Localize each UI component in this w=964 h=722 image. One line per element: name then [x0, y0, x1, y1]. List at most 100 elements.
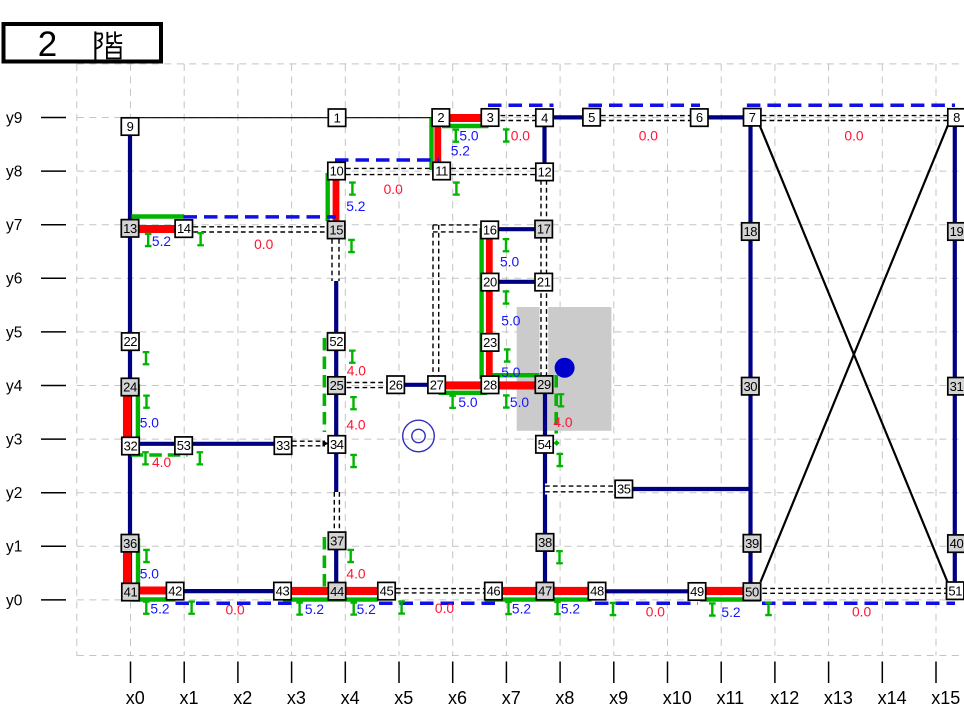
svg-text:11: 11	[435, 164, 448, 179]
svg-text:x11: x11	[717, 688, 745, 708]
svg-text:4.0: 4.0	[152, 455, 172, 470]
svg-text:41: 41	[124, 585, 138, 600]
svg-text:5: 5	[588, 110, 595, 125]
svg-text:50: 50	[745, 584, 759, 599]
svg-text:x2: x2	[233, 688, 252, 708]
svg-text:5.0: 5.0	[140, 415, 160, 430]
svg-text:0.0: 0.0	[384, 182, 404, 197]
svg-text:45: 45	[380, 584, 394, 599]
svg-text:5.0: 5.0	[458, 395, 478, 410]
svg-text:x8: x8	[555, 688, 574, 708]
svg-text:0.0: 0.0	[639, 128, 659, 143]
svg-text:y4: y4	[6, 378, 23, 395]
svg-text:8: 8	[953, 110, 960, 125]
svg-text:30: 30	[743, 379, 757, 394]
svg-text:16: 16	[483, 223, 497, 238]
svg-text:24: 24	[123, 380, 137, 395]
svg-text:2: 2	[437, 110, 444, 125]
svg-text:38: 38	[538, 535, 552, 550]
svg-text:18: 18	[743, 224, 757, 239]
svg-text:15: 15	[329, 223, 343, 238]
svg-text:y9: y9	[6, 110, 22, 127]
svg-text:13: 13	[123, 221, 137, 236]
svg-text:y5: y5	[6, 324, 22, 341]
svg-text:4.0: 4.0	[553, 415, 573, 430]
svg-text:5.2: 5.2	[152, 234, 171, 249]
svg-text:x5: x5	[394, 688, 413, 708]
svg-text:21: 21	[537, 275, 551, 290]
svg-text:y6: y6	[6, 271, 22, 288]
svg-text:y3: y3	[6, 432, 22, 449]
svg-text:x7: x7	[502, 688, 521, 708]
svg-text:x14: x14	[878, 688, 907, 708]
svg-text:3: 3	[487, 110, 494, 125]
svg-text:4.0: 4.0	[347, 364, 367, 379]
svg-text:33: 33	[276, 438, 290, 453]
svg-text:5.2: 5.2	[451, 144, 470, 159]
svg-text:4.0: 4.0	[346, 418, 366, 433]
svg-text:5.2: 5.2	[150, 601, 169, 616]
svg-text:0.0: 0.0	[852, 604, 872, 619]
svg-text:36: 36	[123, 536, 137, 551]
svg-text:0.0: 0.0	[844, 128, 864, 143]
svg-text:14: 14	[177, 221, 191, 236]
svg-text:0.0: 0.0	[254, 237, 274, 252]
svg-text:19: 19	[950, 224, 964, 239]
svg-text:x4: x4	[341, 688, 360, 708]
svg-text:x10: x10	[663, 688, 692, 708]
svg-text:25: 25	[330, 378, 344, 393]
svg-text:29: 29	[537, 377, 551, 392]
svg-text:5.0: 5.0	[140, 567, 160, 582]
svg-text:10: 10	[330, 164, 344, 179]
svg-text:1: 1	[334, 110, 341, 125]
svg-text:5.0: 5.0	[459, 128, 479, 143]
svg-text:53: 53	[177, 438, 191, 453]
svg-text:4: 4	[541, 110, 548, 125]
svg-text:5.0: 5.0	[500, 254, 520, 269]
svg-text:5.0: 5.0	[501, 313, 521, 328]
svg-text:40: 40	[950, 536, 964, 551]
svg-text:x15: x15	[931, 688, 960, 708]
svg-text:6: 6	[696, 110, 703, 125]
svg-text:27: 27	[430, 377, 444, 392]
svg-text:48: 48	[590, 584, 604, 599]
svg-text:y1: y1	[6, 539, 22, 556]
svg-text:23: 23	[483, 335, 497, 350]
svg-text:34: 34	[330, 437, 344, 452]
svg-text:49: 49	[690, 584, 704, 599]
svg-text:x9: x9	[609, 688, 628, 708]
svg-text:5.2: 5.2	[357, 602, 376, 617]
svg-text:37: 37	[330, 533, 344, 548]
svg-text:0.0: 0.0	[435, 601, 455, 616]
svg-text:5.2: 5.2	[721, 605, 740, 620]
svg-text:x0: x0	[126, 688, 145, 708]
svg-text:54: 54	[538, 437, 552, 452]
svg-text:5.2: 5.2	[512, 601, 531, 616]
svg-text:43: 43	[276, 584, 290, 599]
svg-text:52: 52	[329, 334, 343, 349]
svg-text:5.2: 5.2	[561, 601, 580, 616]
svg-text:12: 12	[538, 165, 552, 180]
svg-text:42: 42	[168, 584, 182, 599]
svg-text:0.0: 0.0	[511, 129, 531, 144]
svg-text:39: 39	[745, 536, 759, 551]
svg-text:y2: y2	[6, 485, 22, 502]
svg-text:x12: x12	[770, 688, 799, 708]
svg-text:35: 35	[617, 482, 631, 497]
svg-text:x3: x3	[287, 688, 306, 708]
svg-text:y7: y7	[6, 217, 22, 234]
svg-text:x6: x6	[448, 688, 467, 708]
svg-text:5.0: 5.0	[501, 365, 521, 380]
svg-text:x1: x1	[180, 688, 199, 708]
svg-text:4.0: 4.0	[346, 567, 366, 582]
svg-text:32: 32	[124, 439, 138, 454]
svg-text:44: 44	[330, 584, 344, 599]
svg-text:20: 20	[483, 275, 497, 290]
svg-text:17: 17	[537, 222, 551, 237]
svg-text:28: 28	[483, 377, 497, 392]
svg-text:5.0: 5.0	[510, 395, 530, 410]
svg-text:x13: x13	[824, 688, 853, 708]
svg-text:22: 22	[123, 334, 137, 349]
svg-text:46: 46	[487, 584, 501, 599]
svg-text:26: 26	[389, 377, 403, 392]
